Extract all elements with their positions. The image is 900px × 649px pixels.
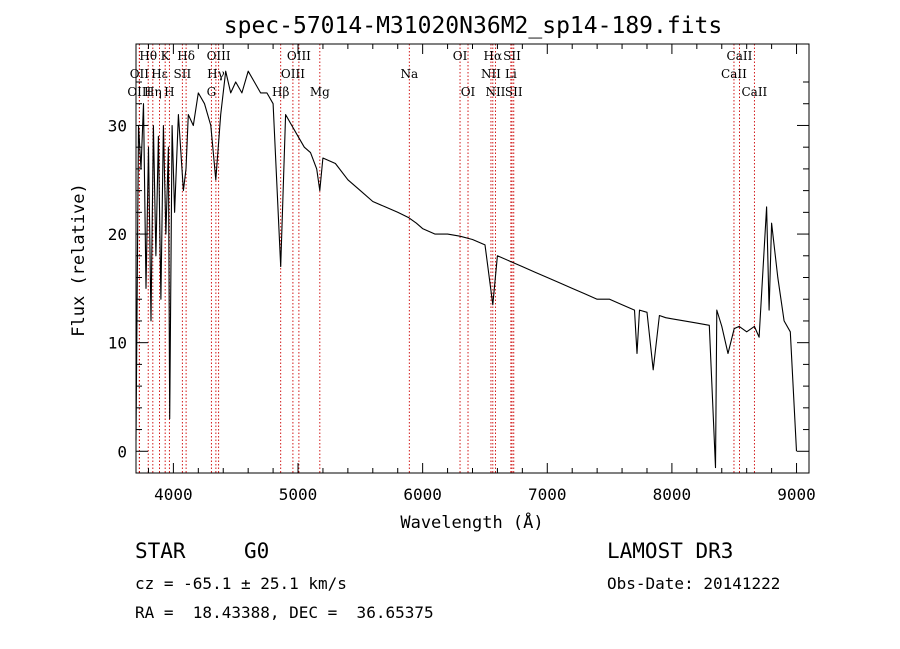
x-tick-label: 6000 xyxy=(403,485,442,504)
line-label: OI xyxy=(461,85,476,99)
line-label: CaII xyxy=(727,49,753,63)
plot-frame xyxy=(135,43,810,474)
line-label: K xyxy=(161,49,171,63)
line-label: Hε xyxy=(151,67,168,81)
y-tick-label: 10 xyxy=(108,334,127,353)
line-label: OIII xyxy=(207,49,231,63)
coordinates: RA = 18.43388, DEC = 36.65375 xyxy=(135,603,434,622)
line-label: SII xyxy=(503,49,521,63)
spectrum-line xyxy=(135,70,798,469)
x-tick-label: 8000 xyxy=(653,485,692,504)
line-label: OI xyxy=(453,49,468,63)
line-label: Na xyxy=(400,67,418,81)
tick-labels: 4000 5000 6000 7000 8000 9000 0 10 20 30 xyxy=(108,116,816,504)
line-label: OIII xyxy=(127,85,151,99)
line-label: Hα xyxy=(484,49,503,63)
line-label: NII xyxy=(485,85,505,99)
line-label: SII xyxy=(174,67,192,81)
line-label: Hβ xyxy=(272,85,289,99)
line-markers xyxy=(138,44,755,473)
y-tick-label: 0 xyxy=(117,442,127,461)
line-label: Hδ xyxy=(177,49,195,63)
spectrum-series xyxy=(135,70,798,469)
x-tick-label: 5000 xyxy=(279,485,318,504)
line-label: OIII xyxy=(287,49,311,63)
cz-value: cz = -65.1 ± 25.1 km/s xyxy=(135,574,347,593)
axes xyxy=(135,43,810,474)
x-tick-label: 7000 xyxy=(528,485,567,504)
line-label: G xyxy=(207,85,217,99)
line-label: H xyxy=(164,85,174,99)
obs-date: Obs-Date: 20141222 xyxy=(607,574,781,593)
line-label: CaII xyxy=(721,67,747,81)
x-tick-label: 9000 xyxy=(777,485,816,504)
line-label: OII xyxy=(130,67,150,81)
subclass: G0 xyxy=(244,539,270,563)
line-label: Mg xyxy=(310,85,330,99)
chart-title: spec-57014-M31020N36M2_sp14-189.fits xyxy=(224,13,723,39)
y-tick-label: 20 xyxy=(108,225,127,244)
y-tick-label: 30 xyxy=(108,116,127,135)
x-tick-label: 4000 xyxy=(154,485,193,504)
x-axis-label: Wavelength (Å) xyxy=(400,511,543,533)
line-label: SII xyxy=(505,85,523,99)
line-label: Hθ xyxy=(139,49,157,63)
line-label: Hγ xyxy=(207,67,225,81)
line-label: CaII xyxy=(741,85,767,99)
line-label: NII xyxy=(481,67,501,81)
line-label: Li xyxy=(505,67,517,81)
y-axis-label: Flux (relative) xyxy=(69,183,89,337)
line-label: OIII xyxy=(281,67,305,81)
survey-name: LAMOST DR3 xyxy=(607,539,734,563)
line-label: Hη xyxy=(144,85,162,99)
star-class: STAR xyxy=(135,539,186,563)
